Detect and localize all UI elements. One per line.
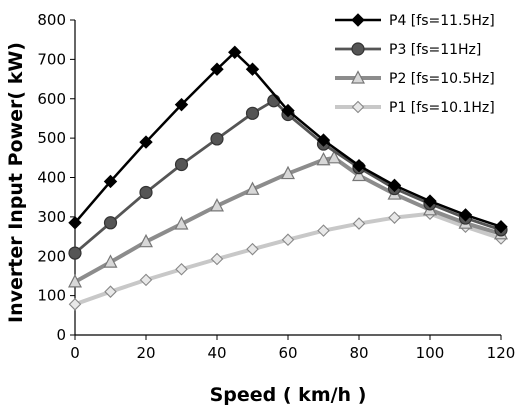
y-tick-label: 100 (37, 287, 66, 305)
data-point (316, 151, 331, 166)
legend: P4 [fs=11.5Hz] P3 [fs=11Hz] P2 [fs=10.5Hz]… (335, 13, 495, 116)
legend-label: P2 [fs=10.5Hz] (389, 71, 495, 87)
data-point (210, 198, 224, 212)
series-line (74, 155, 502, 284)
x-tick-label: 0 (70, 344, 80, 362)
series-line (74, 51, 502, 228)
data-point (352, 167, 366, 182)
data-point (316, 133, 331, 147)
data-point (246, 242, 259, 256)
data-point (423, 194, 437, 208)
x-tick-label: 100 (416, 344, 445, 362)
y-tick-label: 0 (56, 326, 66, 344)
x-tick-label: 60 (278, 344, 297, 362)
data-point (175, 262, 188, 276)
data-point (174, 157, 189, 172)
legend-marker (351, 70, 365, 84)
series-line (74, 211, 502, 307)
x-tick-label: 120 (487, 344, 516, 362)
series-layer (68, 45, 508, 311)
series-P4 (68, 45, 508, 234)
legend-item: P4 [fs=11.5Hz] (335, 13, 495, 29)
data-point (245, 181, 260, 195)
data-point (210, 252, 224, 266)
data-point (174, 97, 189, 112)
y-tick-label: 700 (37, 50, 66, 68)
legend-marker (351, 42, 365, 56)
legend-item: P3 [fs=11Hz] (335, 42, 481, 58)
data-point (103, 216, 118, 230)
data-point (388, 211, 401, 224)
data-point (174, 216, 189, 230)
legend-item: P2 [fs=10.5Hz] (335, 70, 495, 87)
data-point (281, 165, 295, 180)
data-point (352, 158, 366, 173)
data-point (139, 185, 153, 200)
data-point (281, 103, 295, 118)
legend-marker (351, 100, 365, 114)
data-point (139, 273, 153, 287)
x-tick-label: 40 (207, 344, 226, 362)
axes: 0 100 200 300 400 500 600 700 800 0 20 40 60 80 100 120 (37, 11, 515, 362)
y-axis-title: Inverter Input Power( kW) (5, 42, 27, 323)
legend-label: P1 [fs=10.1Hz] (389, 100, 495, 116)
data-point (352, 217, 366, 230)
data-point (104, 285, 117, 298)
series-P1 (68, 207, 508, 311)
y-tick-label: 400 (37, 169, 66, 187)
x-axis-title: Speed ( km/h ) (210, 384, 367, 406)
data-point (68, 274, 82, 288)
data-point (210, 132, 224, 146)
data-point (228, 45, 242, 59)
data-point (68, 216, 82, 230)
data-point (103, 174, 118, 189)
data-point (281, 233, 295, 246)
y-tick-label: 600 (37, 90, 66, 108)
data-point (387, 178, 402, 193)
data-point (494, 220, 508, 234)
data-point (327, 150, 342, 164)
y-tick-label: 800 (37, 11, 66, 29)
data-point (139, 233, 153, 248)
y-tick-label: 500 (37, 129, 66, 147)
legend-marker (351, 13, 365, 27)
data-point (68, 246, 82, 260)
data-point (317, 224, 330, 237)
x-tick-label: 80 (349, 344, 368, 362)
data-point (245, 62, 260, 76)
data-point (139, 135, 153, 149)
data-point (458, 208, 473, 222)
legend-label: P4 [fs=11.5Hz] (389, 13, 495, 29)
y-tick-label: 300 (37, 208, 66, 226)
data-point (210, 62, 224, 76)
x-tick-label: 20 (136, 344, 155, 362)
y-tick-label: 200 (37, 247, 66, 265)
data-point (245, 106, 260, 120)
legend-label: P3 [fs=11Hz] (389, 42, 481, 58)
legend-item: P1 [fs=10.1Hz] (335, 100, 495, 116)
data-point (68, 298, 82, 311)
data-point (103, 254, 118, 268)
